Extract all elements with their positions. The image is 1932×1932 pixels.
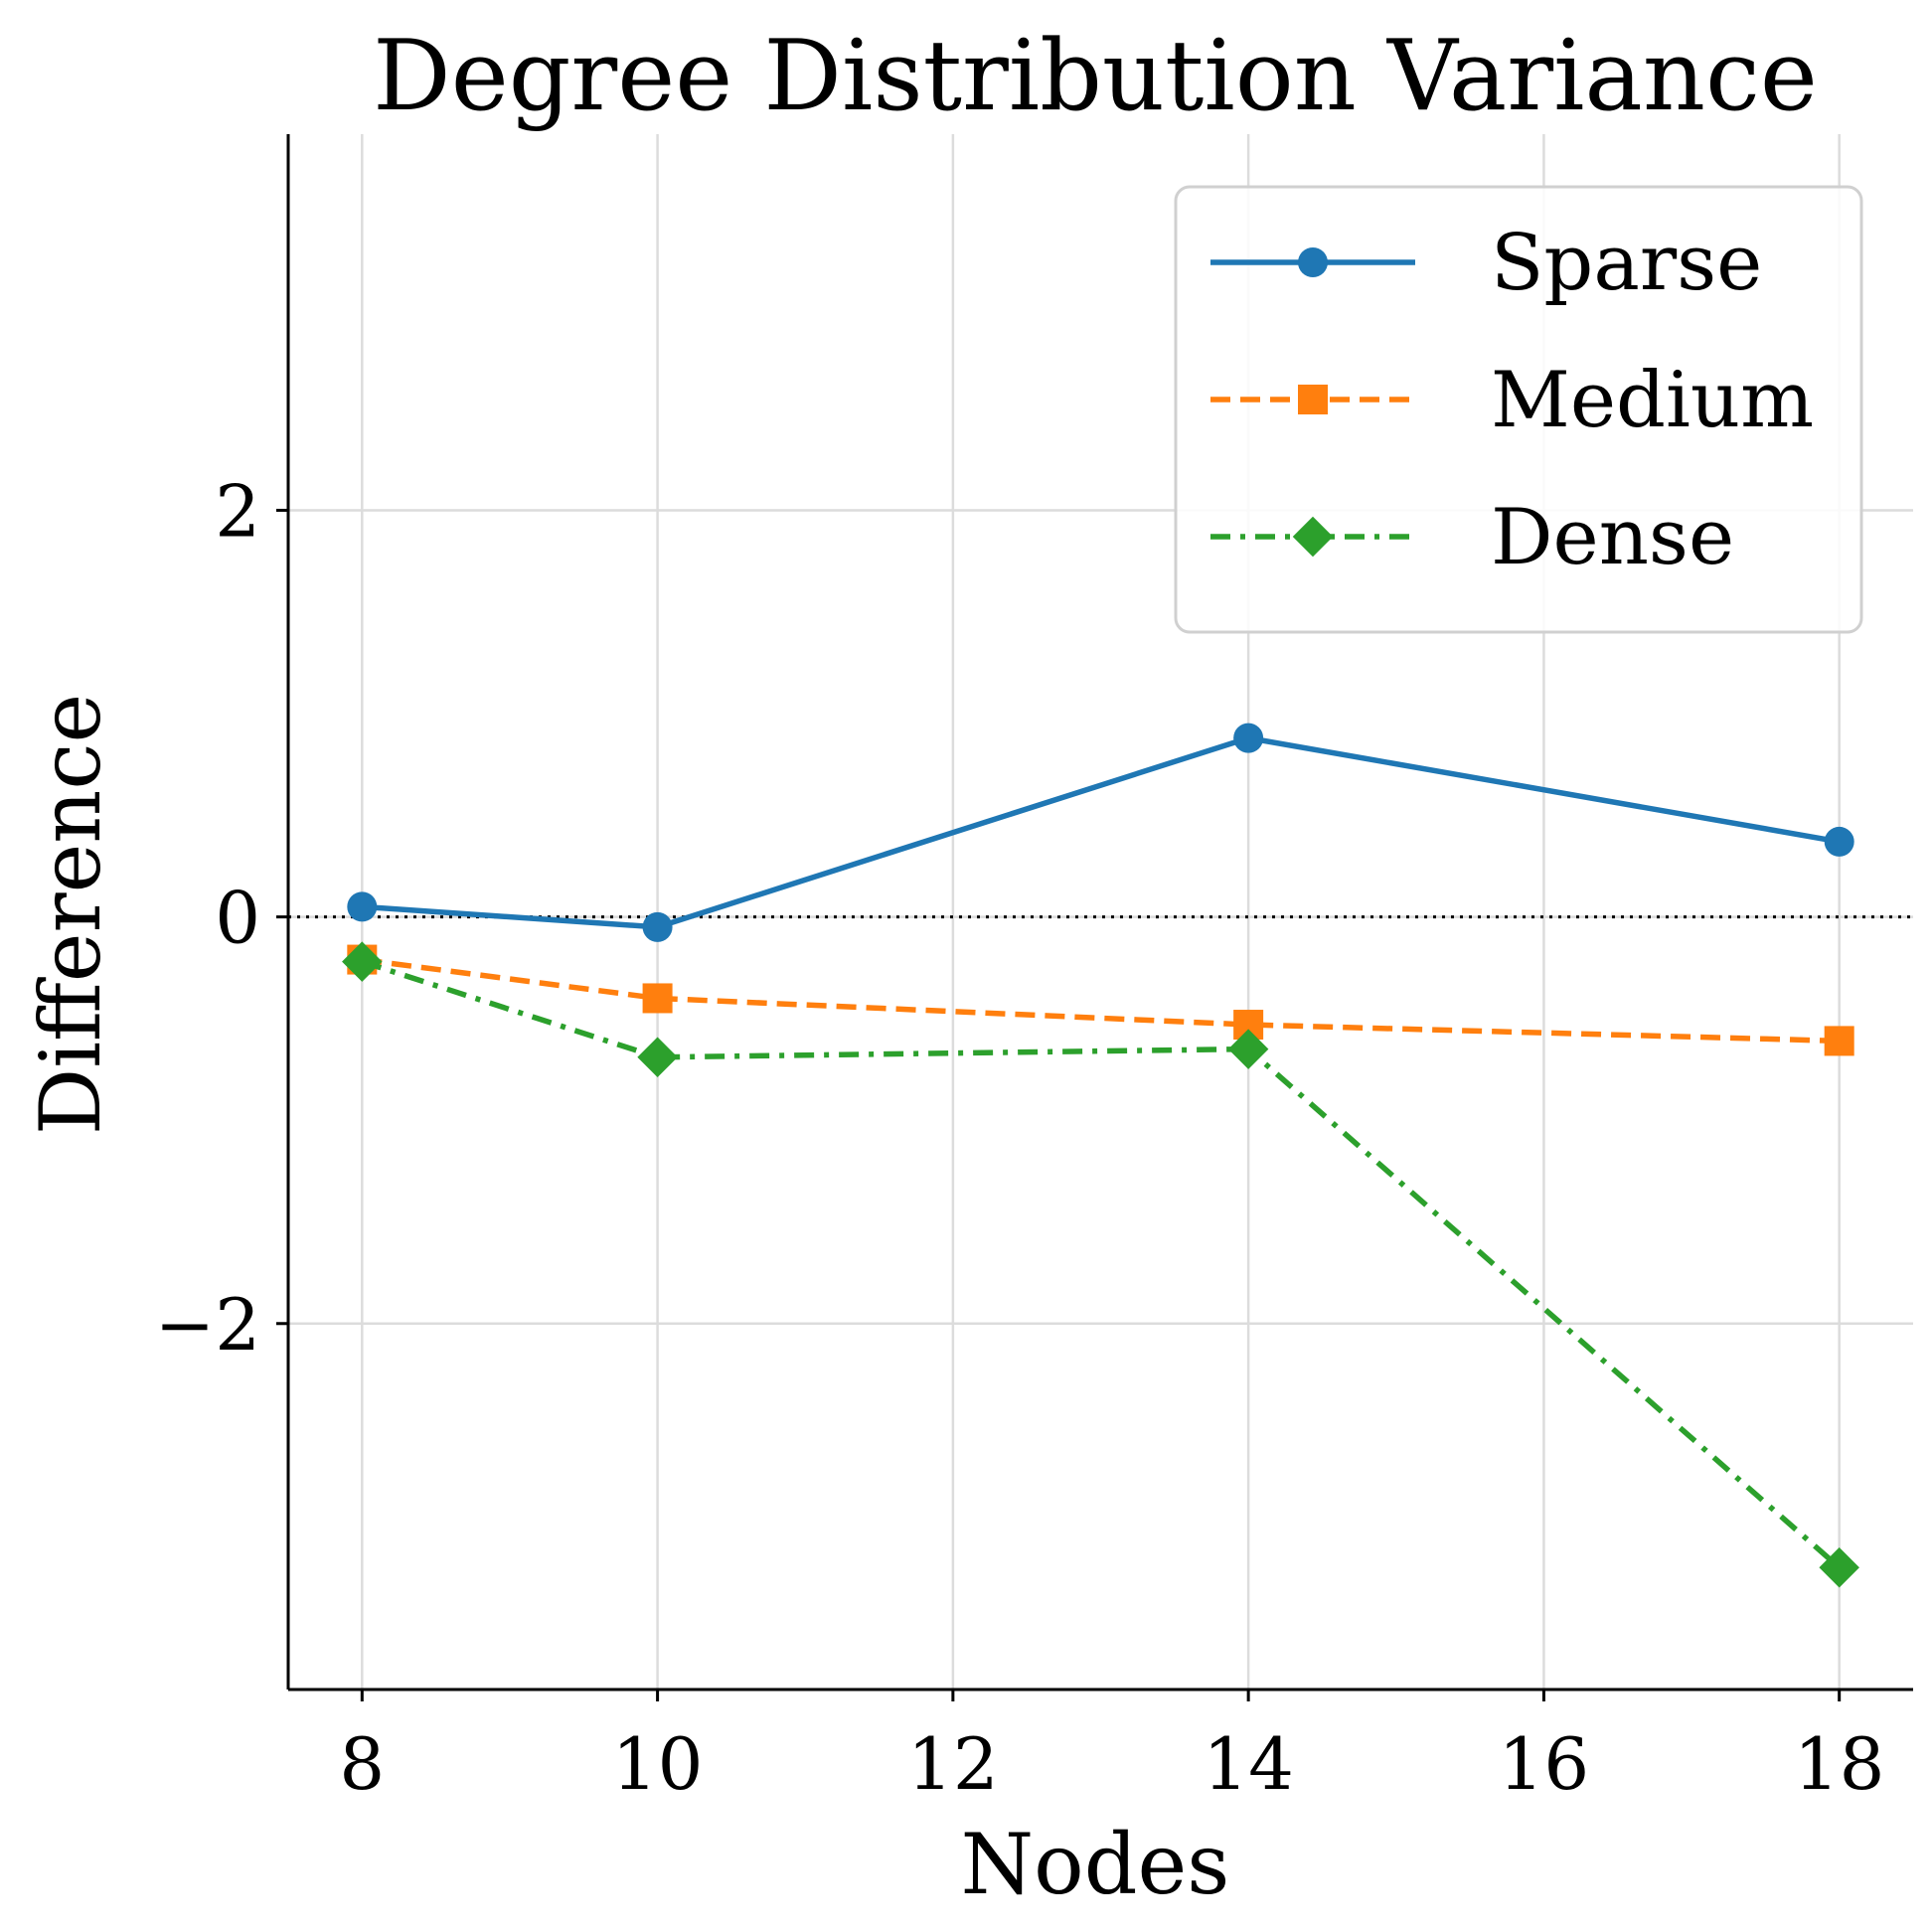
- sparse-point: [347, 891, 378, 922]
- medium-line: [361, 956, 1840, 1045]
- sparse-point: [1824, 826, 1854, 857]
- x-tick-label: 16: [1499, 1722, 1590, 1806]
- axes: [286, 134, 1913, 1691]
- dense-line: [361, 959, 1842, 1570]
- series-medium: [347, 944, 1854, 1056]
- dense-point: [342, 941, 383, 982]
- y-tick-label: 0: [215, 877, 260, 960]
- sparse-point: [1233, 723, 1264, 753]
- series-sparse: [347, 723, 1854, 942]
- x-tick-label: 8: [339, 1722, 385, 1806]
- dense-point: [637, 1037, 678, 1078]
- legend-swatch-marker: [1298, 247, 1328, 277]
- series-layer: [342, 723, 1859, 1588]
- dense-point: [1227, 1029, 1269, 1069]
- y-tick-label: −2: [155, 1283, 260, 1367]
- dense-point: [1819, 1547, 1859, 1588]
- legend-label: Medium: [1491, 356, 1814, 445]
- sparse-line: [362, 734, 1841, 930]
- legend-item-medium: Medium: [1210, 356, 1814, 445]
- y-ticks: −2 0 2: [155, 469, 288, 1367]
- x-tick-label: 14: [1203, 1722, 1294, 1806]
- medium-point: [642, 983, 673, 1014]
- legend-swatch-marker: [1298, 385, 1328, 414]
- x-tick-label: 18: [1794, 1722, 1885, 1806]
- legend-label: Dense: [1491, 493, 1734, 582]
- series-dense: [342, 941, 1859, 1588]
- medium-point: [1824, 1026, 1854, 1056]
- sparse-point: [642, 911, 673, 942]
- legend: Sparse Medium Dense: [1174, 185, 1863, 634]
- legend-swatch-marker: [1292, 516, 1334, 558]
- legend-items: Sparse Medium Dense: [1210, 219, 1814, 582]
- chart-title: Degree Distribution Variance: [373, 20, 1818, 133]
- legend-box: [1174, 185, 1863, 634]
- x-ticks: 8 10 12 14 16 18: [339, 1690, 1884, 1806]
- x-tick-label: 12: [907, 1722, 999, 1806]
- x-axis-label: Nodes: [961, 1816, 1230, 1913]
- legend-item-dense: Dense: [1210, 493, 1734, 582]
- y-axis-label: Difference: [22, 694, 119, 1135]
- y-tick-label: 2: [215, 469, 260, 553]
- legend-item-sparse: Sparse: [1210, 219, 1762, 308]
- x-tick-label: 10: [612, 1722, 704, 1806]
- legend-label: Sparse: [1491, 219, 1762, 308]
